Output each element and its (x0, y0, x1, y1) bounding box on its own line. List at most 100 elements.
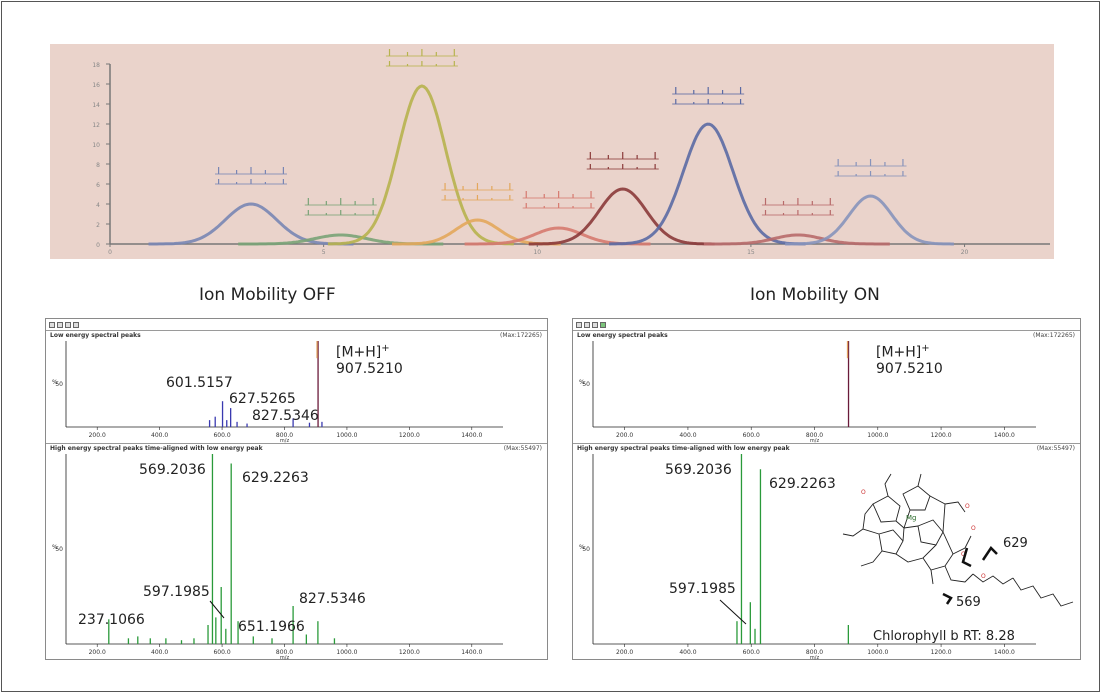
chlorophyll-b-structure: Mg O O O O O 629 569 Chlorophyll b RT: 8… (842, 473, 1074, 644)
pane-max: (Max:172265) (1032, 332, 1075, 339)
copy-icon[interactable] (592, 321, 598, 328)
spectrum-window-ion-mobility-on: Low energy spectral peaks (Max:172265) 2… (572, 318, 1081, 660)
x-tick-label: 600.0 (213, 432, 230, 439)
pane-title: High energy spectral peaks time-aligned … (50, 445, 263, 452)
leader-lines (719, 599, 747, 625)
peak-label-597: 597.1985 (143, 584, 210, 600)
x-tick-label: 1400.0 (461, 432, 482, 439)
high-energy-pane: High energy spectral peaks time-aligned … (573, 443, 1080, 660)
x-tick-label: 1000.0 (336, 649, 357, 656)
oxygen-label: O (965, 503, 970, 510)
low-energy-spectrum: 200.0 400.0 600.0 800.0 1000.0 1200.0 1400.0 m/… (579, 341, 1036, 443)
mini-spectrum-5 (522, 191, 595, 209)
expand-icon[interactable] (49, 321, 55, 328)
high-energy-pane: High energy spectral peaks time-aligned … (46, 443, 547, 660)
oxygen-label: O (961, 551, 966, 558)
x-tick-label: 200.0 (616, 432, 633, 439)
peak-label-601: 601.5157 (166, 375, 233, 391)
y-tick-label: 10 (92, 142, 100, 149)
mini-spectrum-4 (441, 183, 514, 201)
peak-curve-3 (327, 84, 514, 246)
x-tick-label: 400.0 (151, 432, 168, 439)
mini-spectrum-7 (672, 87, 745, 105)
y-tick-label: 50 (582, 381, 590, 388)
pane-max: (Max:55497) (1036, 445, 1075, 452)
x-tick-label: 1000.0 (867, 649, 888, 656)
x-tick-label: 600.0 (213, 649, 230, 656)
expand-icon[interactable] (576, 321, 582, 328)
high-energy-spectrum: 200.0 400.0 600.0 800.0 1000.0 1200.0 1400.0 m/… (579, 454, 1036, 660)
peak-label-627: 627.5265 (229, 391, 296, 407)
image-icon[interactable] (600, 321, 606, 328)
leader-line-597 (209, 600, 225, 619)
chromatogram-panel: 0 2 4 6 8 10 12 14 16 18 0 5 10 15 20 (50, 44, 1054, 259)
x-tick-label: 1200.0 (399, 432, 420, 439)
mh-label: [M+H]+ 907.5210 (876, 341, 943, 377)
pyrrole-ring-d (878, 529, 904, 555)
print-icon[interactable] (584, 321, 590, 328)
x-tick-label: 600.0 (743, 432, 760, 439)
mh-mass: 907.5210 (336, 360, 403, 377)
low-energy-spectrum: 200.0 400.0 600.0 800.0 1000.0 1200.0 1400.0 m/… (52, 341, 503, 443)
mh-mass: 907.5210 (876, 360, 943, 377)
x-tick-label: 0 (108, 249, 112, 256)
y-tick-label: 8 (96, 162, 100, 169)
peak-label-629: 629.2263 (242, 470, 309, 486)
mini-spectrum-2 (304, 198, 377, 216)
zoom-icon[interactable] (73, 321, 79, 328)
oxygen-label: O (861, 489, 866, 496)
x-tick-label: 10 (533, 249, 541, 256)
x-tick-label: 400.0 (151, 649, 168, 656)
x-axis-label: m/z (280, 655, 290, 660)
peak-label-651: 651.1966 (238, 619, 305, 635)
x-tick-label: 1400.0 (994, 649, 1015, 656)
peak-curve-7 (609, 122, 806, 246)
peak-label-597: 597.1985 (669, 581, 736, 597)
fragment-label-569: 569 (956, 595, 981, 610)
x-tick-label: 400.0 (679, 432, 696, 439)
x-tick-label: 1400.0 (461, 649, 482, 656)
x-tick-label: 200.0 (616, 649, 633, 656)
leader-lines (209, 600, 225, 619)
fragment-bracket-569-lower (942, 592, 953, 605)
y-tick-label: 0 (96, 242, 100, 249)
x-tick-label: 200.0 (89, 649, 106, 656)
y-axis-label: % (579, 379, 585, 386)
ion-mobility-on-title: Ion Mobility ON (750, 285, 880, 305)
x-tick-label: 1200.0 (399, 649, 420, 656)
mh-label: [M+H]+ 907.5210 (336, 341, 403, 377)
x-tick-label: 800.0 (276, 649, 293, 656)
x-tick-label: 5 (322, 249, 326, 256)
low-energy-pane: Low energy spectral peaks (Max:172265) 2… (46, 330, 547, 443)
compound-label: Chlorophyll b RT: 8.28 (873, 629, 1015, 644)
y-axis-label: % (579, 544, 585, 551)
mh-formula: [M+H] (876, 344, 922, 361)
y-tick-label: 18 (92, 62, 100, 69)
y-tick-label: 14 (92, 102, 100, 109)
peak-label-827: 827.5346 (299, 591, 366, 607)
ion-mobility-off-title: Ion Mobility OFF (199, 285, 336, 305)
mh-charge: + (381, 343, 390, 354)
chromatogram-chart: 0 2 4 6 8 10 12 14 16 18 0 5 10 15 20 (92, 49, 1050, 256)
copy-icon[interactable] (65, 321, 71, 328)
x-tick-label: 1000.0 (867, 432, 888, 439)
x-tick-label: 600.0 (743, 649, 760, 656)
x-tick-label: 1200.0 (931, 432, 952, 439)
mh-charge: + (921, 343, 930, 354)
y-axis-label: % (52, 544, 58, 551)
peak-curve-9 (785, 194, 954, 246)
oxygen-label: O (981, 573, 986, 580)
oxygen-label: O (971, 525, 976, 532)
x-tick-label: 400.0 (679, 649, 696, 656)
mini-spectrum-1 (215, 167, 287, 185)
y-tick-label: 6 (96, 182, 100, 189)
y-tick-label: 12 (92, 122, 100, 129)
pyrrole-ring-c (917, 519, 944, 546)
x-axis-label: m/z (810, 438, 820, 443)
mini-spectrum-9 (834, 159, 907, 177)
y-tick-label: 16 (92, 82, 100, 89)
peak-label-237: 237.1066 (78, 612, 145, 628)
y-tick-label: 50 (55, 381, 63, 388)
print-icon[interactable] (57, 321, 63, 328)
